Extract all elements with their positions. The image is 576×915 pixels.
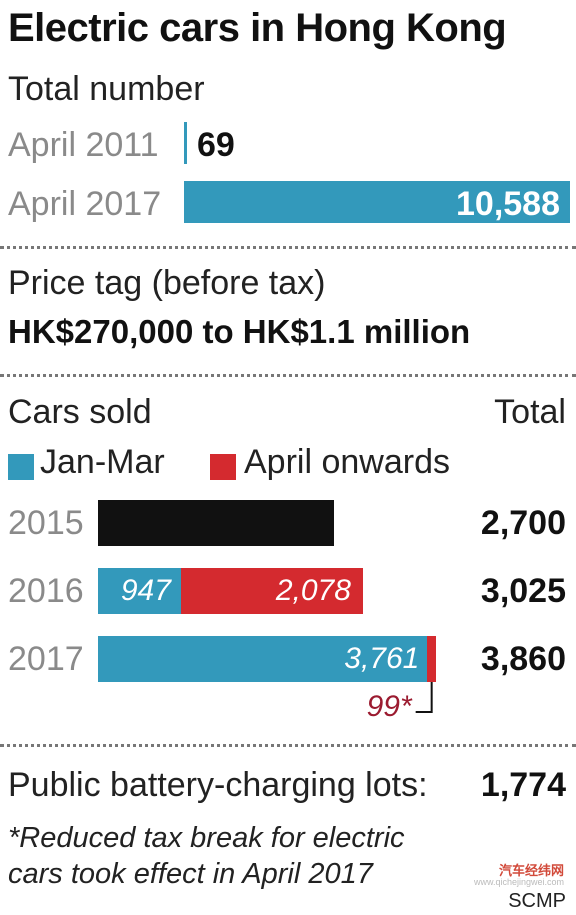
sold-bar-2016-jan-mar (98, 568, 181, 614)
divider (0, 744, 576, 747)
year-label-2016: 2016 (8, 572, 84, 610)
total-row-label-2011: April 2011 (8, 126, 159, 164)
legend-swatch-jan-mar (8, 454, 34, 480)
legend-label-april-onwards: April onwards (244, 443, 450, 481)
legend-swatch-april-onwards (210, 454, 236, 480)
divider (0, 374, 576, 377)
data-label-2016-april-onwards: 2,078 (275, 574, 351, 607)
data-label-2016-jan-mar: 947 (120, 574, 171, 607)
divider (0, 246, 576, 249)
sold-total-heading: Total (494, 393, 566, 431)
lots-value: 1,774 (480, 766, 566, 804)
total-label-2015: 2,700 (480, 504, 566, 542)
sold-bar-2017-jan-mar (98, 636, 428, 682)
sold-heading: Cars sold (8, 393, 152, 431)
data-label-2017-jan-mar: 3,761 (344, 642, 420, 675)
lots-label: Public battery-charging lots: (8, 766, 428, 804)
data-label-2017-april-onwards: 99* (366, 690, 412, 723)
sold-bar-2016-april-onwards (180, 568, 363, 614)
year-label-2015: 2015 (8, 504, 84, 542)
total-value-2011: 69 (197, 126, 235, 164)
footnote-line-1: *Reduced tax break for electric (8, 822, 405, 854)
source-label: SCMP (508, 890, 566, 912)
watermark-text: 汽车经纬网 (498, 863, 564, 878)
watermark-url: www.qichejingwei.com (473, 877, 564, 887)
sold-bar-2015 (98, 500, 335, 546)
sold-bar-2017-april-onwards (427, 636, 436, 682)
legend-label-jan-mar: Jan-Mar (40, 443, 165, 481)
price-heading: Price tag (before tax) (8, 264, 326, 302)
total-heading: Total number (8, 70, 205, 108)
total-label-2016: 3,025 (480, 572, 566, 610)
total-row-label-2017: April 2017 (8, 185, 162, 223)
footnote-line-2: cars took effect in April 2017 (8, 858, 373, 890)
year-label-2017: 2017 (8, 640, 84, 678)
total-value-2017: 10,588 (456, 185, 560, 223)
price-value: HK$270,000 to HK$1.1 million (8, 313, 471, 350)
total-bar-2017 (184, 181, 570, 223)
total-bar-2011 (184, 122, 187, 164)
total-label-2017: 3,860 (480, 640, 566, 678)
chart-title: Electric cars in Hong Kong (8, 6, 507, 50)
